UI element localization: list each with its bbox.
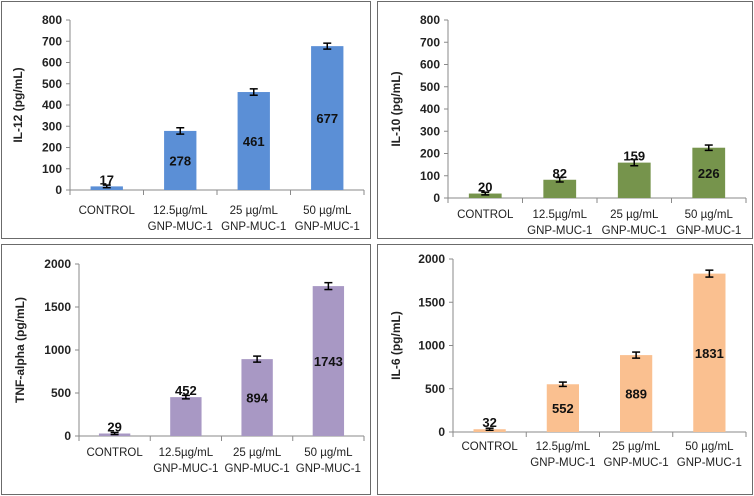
il10-category-label-control: CONTROL <box>457 209 514 221</box>
il6-y-tick-label: 1500 <box>418 295 445 309</box>
il10-data-label-12-5ug: 82 <box>553 166 567 181</box>
il10-category-label-25ug: 25 µg/mL <box>610 209 659 221</box>
il10-data-label-control: 20 <box>478 180 492 195</box>
il10-y-tick-label: 300 <box>420 124 440 138</box>
il10-bar-control <box>468 193 502 198</box>
il10-y-tick-label: 600 <box>420 58 440 72</box>
il6-y-tick-label: 1000 <box>418 339 445 353</box>
il6-data-label-25ug: 889 <box>625 387 647 402</box>
tnf-alpha-data-label-control: 29 <box>107 420 121 435</box>
il12-bar-50ug <box>311 46 344 191</box>
tnf-alpha-data-label-50ug: 1743 <box>314 354 343 369</box>
tnf-alpha-category-label-25ug: 25 µg/mL <box>233 447 282 459</box>
tnf-alpha-chart-panel: 0 500 1000 1500 2000 TNF-alpha (pg/mL) 29 CONTR… <box>1 244 371 495</box>
il6-chart: 0 500 1000 1500 2000 IL-6 (pg/mL) 32 CONTROL 552… <box>389 252 747 469</box>
tnf-alpha-bar-50ug <box>312 286 345 436</box>
il12-y-tick-label: 300 <box>42 119 62 133</box>
il10-category-label-12-5ug: 12.5µg/mL <box>532 209 587 221</box>
tnf-alpha-data-label-25ug: 894 <box>246 391 268 406</box>
il6-data-label-control: 32 <box>482 415 496 430</box>
il6-y-tick-label: 0 <box>438 425 445 439</box>
il12-category-label-12-5ug: 12.5µg/mL <box>153 205 208 217</box>
il12-y-axis-label: IL-12 (pg/mL) <box>11 67 25 142</box>
il6-data-label-12-5ug: 552 <box>552 401 574 416</box>
il10-y-tick-label: 400 <box>420 102 440 116</box>
tnf-alpha-data-label-12-5ug: 452 <box>175 383 197 398</box>
il10-chart-panel: 0 100 200 300 400 500 600 700 800 IL-10 (pg/mL) 20… <box>377 1 753 239</box>
il6-y-tick-label: 500 <box>425 382 445 396</box>
il12-y-tick-label: 200 <box>42 141 62 155</box>
il6-y-tick-label: 2000 <box>418 252 445 266</box>
il10-category-label-25ug: GNP-MUC-1 <box>602 225 667 237</box>
tnf-alpha-chart: 0 500 1000 1500 2000 TNF-alpha (pg/mL) 29 CONTR… <box>13 257 365 475</box>
il6-bar-12-5ug <box>546 384 579 432</box>
tnf-alpha-y-tick-label: 2000 <box>44 257 71 271</box>
il6-category-label-12-5ug: 12.5µg/mL <box>536 441 591 453</box>
il10-y-tick-label: 200 <box>420 147 440 161</box>
il10-y-tick-label: 100 <box>420 169 440 183</box>
il10-data-label-25ug: 159 <box>623 149 645 164</box>
il12-bar-25ug <box>237 92 270 190</box>
tnf-alpha-category-label-25ug: GNP-MUC-1 <box>225 463 290 475</box>
il10-bar-50ug <box>692 147 726 198</box>
il12-y-tick-label: 500 <box>42 77 62 91</box>
il12-y-tick-label: 700 <box>42 34 62 48</box>
il12-bar-12-5ug <box>164 130 197 190</box>
il10-category-label-50ug: GNP-MUC-1 <box>676 225 741 237</box>
il12-category-label-12-5ug: GNP-MUC-1 <box>148 221 213 233</box>
tnf-alpha-bar-12-5ug <box>170 397 202 436</box>
il6-category-label-control: CONTROL <box>462 441 519 453</box>
il6-bar-25ug <box>620 355 653 432</box>
il12-y-tick-label: 800 <box>42 13 62 27</box>
il10-y-tick-label: 800 <box>420 13 440 27</box>
il12-y-tick-label: 0 <box>55 183 62 197</box>
il12-data-label-control: 17 <box>100 172 114 187</box>
tnf-alpha-category-label-50ug: 50 µg/mL <box>304 447 353 459</box>
il6-category-label-50ug: 50 µg/mL <box>685 441 734 453</box>
il12-y-tick-label: 400 <box>42 98 62 112</box>
il12-data-label-12-5ug: 278 <box>169 153 191 168</box>
tnf-alpha-category-label-12-5ug: GNP-MUC-1 <box>153 463 218 475</box>
il6-data-label-50ug: 1831 <box>695 346 724 361</box>
il10-bar-25ug <box>617 162 651 198</box>
tnf-alpha-y-tick-label: 500 <box>51 386 71 400</box>
tnf-alpha-y-tick-label: 1500 <box>44 300 71 314</box>
il12-category-label-25ug: GNP-MUC-1 <box>221 221 286 233</box>
il10-bar-12-5ug <box>543 179 577 198</box>
il10-data-label-50ug: 226 <box>698 166 720 181</box>
tnf-alpha-category-label-50ug: GNP-MUC-1 <box>296 463 361 475</box>
tnf-alpha-y-axis-label: TNF-alpha (pg/mL) <box>13 297 27 403</box>
il12-chart: 0 100 200 300 400 500 600 700 800 IL-12 (pg/mL) 17… <box>11 13 365 233</box>
il10-y-tick-label: 500 <box>420 80 440 94</box>
tnf-alpha-y-tick-label: 1000 <box>44 343 71 357</box>
il10-y-tick-label: 700 <box>420 35 440 49</box>
il10-chart: 0 100 200 300 400 500 600 700 800 IL-10 (pg/mL) 20… <box>389 13 747 237</box>
il6-category-label-25ug: GNP-MUC-1 <box>604 457 669 469</box>
il10-y-tick-label: 0 <box>433 191 440 205</box>
tnf-alpha-bar-25ug <box>241 359 273 436</box>
il10-category-label-50ug: 50 µg/mL <box>685 209 734 221</box>
tnf-alpha-y-tick-label: 0 <box>64 429 71 443</box>
il12-chart-panel: 0 100 200 300 400 500 600 700 800 IL-12 (pg/mL) 17… <box>1 1 371 239</box>
tnf-alpha-category-label-12-5ug: 12.5µg/mL <box>159 447 214 459</box>
il12-category-label-25ug: 25 µg/mL <box>230 205 279 217</box>
il12-y-tick-label: 600 <box>42 56 62 70</box>
il12-data-label-50ug: 677 <box>316 111 338 126</box>
il6-y-axis-label: IL-6 (pg/mL) <box>389 311 403 380</box>
il10-category-label-12-5ug: GNP-MUC-1 <box>527 225 592 237</box>
il6-category-label-25ug: 25 µg/mL <box>612 441 661 453</box>
il6-chart-panel: 0 500 1000 1500 2000 IL-6 (pg/mL) 32 CONTROL 552… <box>377 244 753 495</box>
il12-category-label-50ug: 50 µg/mL <box>303 205 352 217</box>
il12-category-label-control: CONTROL <box>79 205 136 217</box>
tnf-alpha-category-label-control: CONTROL <box>87 447 144 459</box>
il12-y-tick-label: 100 <box>42 162 62 176</box>
il10-y-axis-label: IL-10 (pg/mL) <box>389 71 403 146</box>
il6-category-label-12-5ug: GNP-MUC-1 <box>530 457 595 469</box>
il6-bar-50ug <box>693 273 726 432</box>
il12-category-label-50ug: GNP-MUC-1 <box>295 221 360 233</box>
il6-category-label-50ug: GNP-MUC-1 <box>677 457 742 469</box>
il12-data-label-25ug: 461 <box>243 134 265 149</box>
